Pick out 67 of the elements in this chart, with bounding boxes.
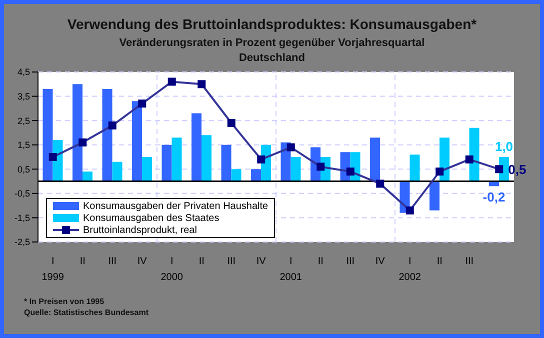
y-tick-label: 4,5 (17, 67, 30, 78)
bar (410, 154, 420, 182)
x-tick-label: I 1999 (42, 256, 64, 283)
x-tick-label: II (198, 256, 204, 267)
point (138, 100, 146, 108)
legend-label: Konsumausgaben der Privaten Haushalte (83, 200, 268, 212)
bar (82, 172, 93, 182)
x-tick-label: IV (256, 256, 266, 267)
x-tick-label: III (108, 256, 117, 267)
bar (231, 169, 242, 182)
bar (112, 162, 122, 182)
y-tick-label: 0,5 (17, 164, 30, 174)
point (198, 80, 206, 88)
y-tick-label: 3,5 (17, 91, 30, 102)
legend-label: Konsumausgaben des Staates (83, 212, 220, 224)
bar (290, 157, 301, 182)
y-tick-label: 1,5 (17, 140, 30, 150)
point (168, 78, 176, 86)
bar (102, 89, 112, 182)
x-tick-label: II (318, 256, 324, 267)
x-tick-label: I 2001 (280, 256, 302, 283)
text: * In Preisen von 1995 (24, 297, 104, 306)
bar (42, 89, 53, 182)
x-tick-label: II (80, 256, 86, 267)
point (108, 121, 116, 130)
bar (72, 84, 83, 182)
chart-subtitle: Veränderungsraten in Prozent gegenüber Vorjahresquartal Deutschland (118, 37, 426, 64)
y-tick-label: 2,5 (17, 116, 30, 126)
point (376, 180, 384, 188)
bar (142, 157, 152, 182)
legend-label: Bruttoinlandsprodukt, real (83, 224, 197, 236)
point (227, 119, 236, 127)
bar (132, 101, 142, 182)
bar (162, 144, 172, 182)
chart-title: Verwendung des Bruttoinlandsproduktes: Konsumausgaben* (66, 16, 478, 32)
y-tick-label: -1,5 (14, 212, 30, 223)
bar (430, 181, 440, 210)
x-tick-label: II (436, 256, 442, 267)
x-tick-label: III (227, 256, 236, 267)
bar (370, 138, 380, 182)
bar (251, 169, 262, 182)
point (436, 168, 444, 176)
point (286, 143, 295, 152)
bar (221, 144, 232, 182)
x-tick-label: III (465, 256, 474, 267)
x-tick-label: I 2000 (160, 256, 184, 283)
point (78, 138, 87, 146)
bar (172, 138, 182, 182)
bar (202, 135, 212, 182)
x-tick-label: IV (375, 256, 386, 267)
point (257, 155, 266, 164)
point (495, 165, 504, 174)
data-label: 1,0 (494, 139, 514, 154)
x-tick-label: I 2002 (398, 256, 422, 283)
data-label: -0,2 (482, 189, 506, 204)
x-tick-label: IV (137, 256, 148, 267)
point (316, 162, 325, 171)
point (346, 168, 354, 176)
y-tick-label: -0,5 (14, 188, 30, 199)
y-tick-label: -2,5 (14, 237, 30, 248)
x-tick-label: III (346, 256, 355, 267)
point (465, 155, 474, 164)
point (48, 153, 57, 161)
point (406, 206, 414, 214)
bar (192, 113, 202, 182)
source-note: Quelle: Statistisches Bundesamt (24, 308, 148, 317)
bar (469, 128, 480, 182)
